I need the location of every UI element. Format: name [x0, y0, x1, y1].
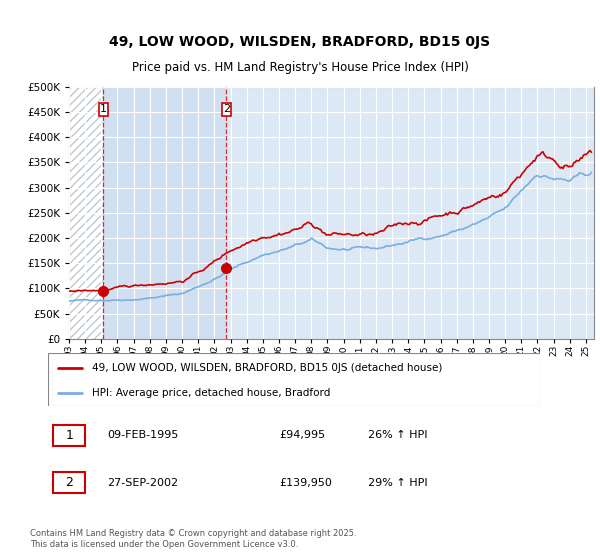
Text: 26% ↑ HPI: 26% ↑ HPI [368, 430, 427, 440]
Text: 09-FEB-1995: 09-FEB-1995 [107, 430, 178, 440]
Text: Contains HM Land Registry data © Crown copyright and database right 2025.
This d: Contains HM Land Registry data © Crown c… [30, 529, 356, 549]
Text: 29% ↑ HPI: 29% ↑ HPI [368, 478, 427, 488]
FancyBboxPatch shape [53, 425, 85, 446]
FancyBboxPatch shape [53, 473, 85, 493]
Text: 27-SEP-2002: 27-SEP-2002 [107, 478, 178, 488]
Bar [69, 87, 103, 339]
Bar [69, 87, 103, 339]
FancyBboxPatch shape [98, 102, 107, 116]
Text: 1: 1 [100, 105, 107, 114]
Text: 1: 1 [65, 429, 73, 442]
Text: 49, LOW WOOD, WILSDEN, BRADFORD, BD15 0JS: 49, LOW WOOD, WILSDEN, BRADFORD, BD15 0J… [109, 35, 491, 49]
Text: 2: 2 [65, 477, 73, 489]
Text: 49, LOW WOOD, WILSDEN, BRADFORD, BD15 0JS (detached house): 49, LOW WOOD, WILSDEN, BRADFORD, BD15 0J… [92, 363, 443, 373]
Text: £94,995: £94,995 [279, 430, 325, 440]
Text: £139,950: £139,950 [279, 478, 332, 488]
FancyBboxPatch shape [48, 353, 540, 406]
Text: 2: 2 [223, 105, 230, 114]
Bar [103, 87, 226, 339]
Text: Price paid vs. HM Land Registry's House Price Index (HPI): Price paid vs. HM Land Registry's House … [131, 60, 469, 74]
FancyBboxPatch shape [222, 102, 231, 116]
Text: HPI: Average price, detached house, Bradford: HPI: Average price, detached house, Brad… [92, 388, 331, 398]
